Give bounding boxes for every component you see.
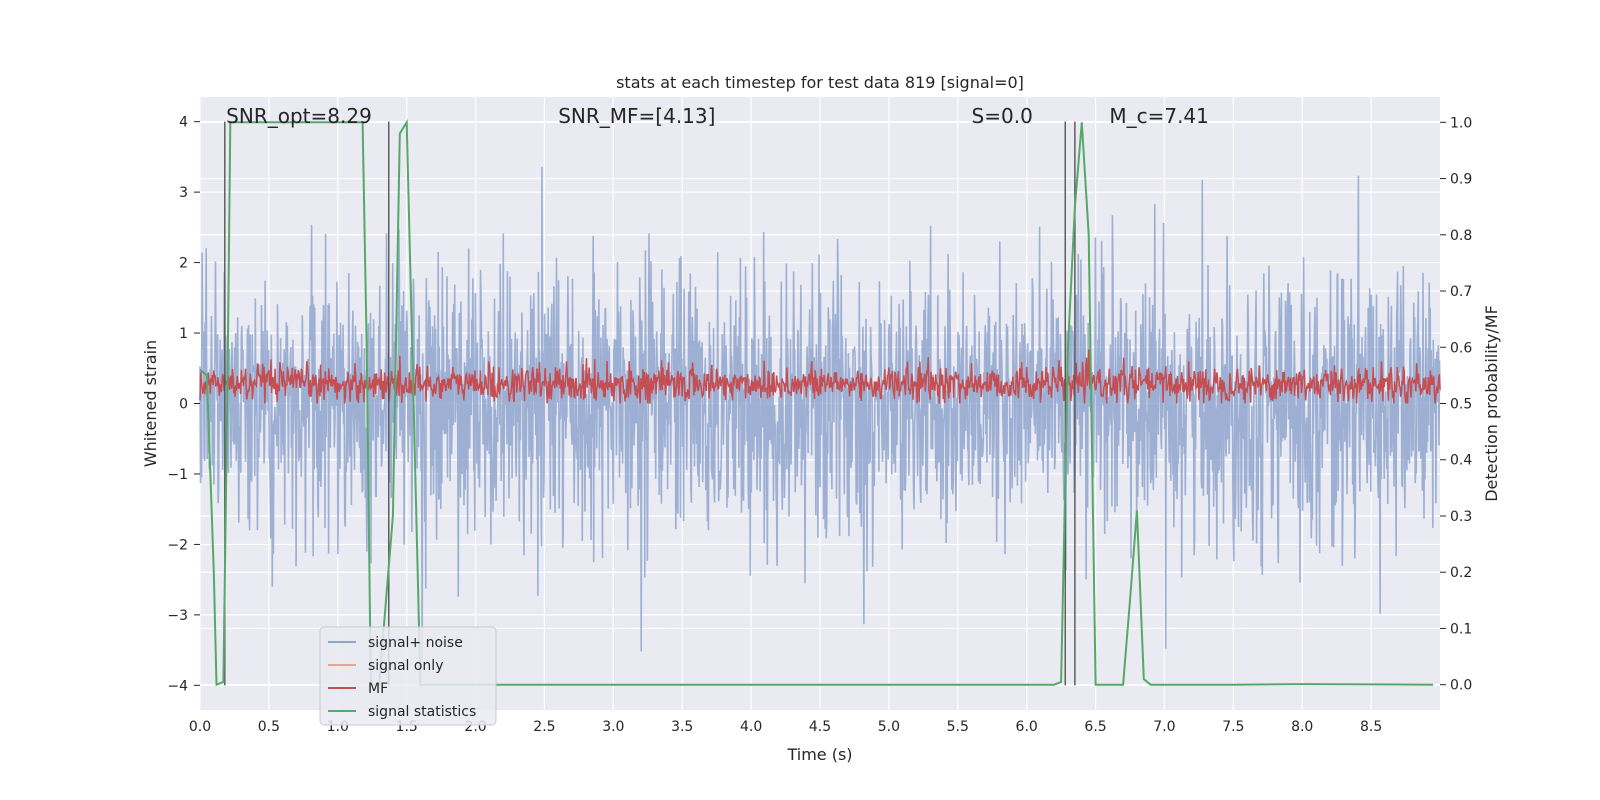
noise-line [199, 166, 1441, 662]
x-axis-label: Time (s) [786, 745, 852, 764]
x-tick-label: 7.0 [1153, 719, 1175, 735]
legend-entry-label: signal statistics [368, 704, 476, 720]
y-right-tick-label: 0.0 [1450, 678, 1472, 694]
y-left-tick-label: −3 [167, 608, 188, 624]
legend: signal+ noise signal only MF signal statist… [319, 626, 497, 726]
legend-entry-label: signal+ noise [368, 635, 463, 651]
x-tick-label: 8.5 [1360, 719, 1382, 735]
y-right-tick-label: 1.0 [1450, 115, 1472, 131]
y-left-tick-label: −1 [167, 467, 188, 483]
series-mf [199, 349, 1441, 404]
x-tick-label: 5.5 [947, 719, 969, 735]
x-tick-label: 8.0 [1291, 719, 1313, 735]
legend-entry-label: MF [368, 681, 388, 697]
y-left-tick-label: 2 [179, 256, 188, 272]
y-right-tick-label: 0.2 [1450, 565, 1472, 581]
y-right-tick-label: 0.9 [1450, 172, 1472, 188]
annotations: SNR_opt=8.29 SNR_MF=[4.13] S=0.0 M_c=7.41 [226, 104, 1209, 128]
y-left-axis-label: Whitened strain [141, 340, 160, 467]
y-right-tick-label: 0.7 [1450, 284, 1472, 300]
annotation-snr-opt: SNR_opt=8.29 [226, 104, 372, 128]
x-tick-label: 4.0 [740, 719, 762, 735]
mf-line [199, 349, 1441, 404]
y-left-tick-label: −4 [167, 678, 188, 694]
x-tick-labels: 0.0 0.5 1.0 1.5 2.0 2.5 3.0 3.5 4.0 4.5 5.0 5.5 6.0 6… [189, 719, 1382, 735]
legend-box [319, 626, 497, 726]
x-tick-label: 4.5 [809, 719, 831, 735]
x-tick-label: 6.5 [1084, 719, 1106, 735]
y-left-tick-label: 0 [179, 397, 188, 413]
y-left-tick-label: 3 [179, 185, 188, 201]
x-tick-label: 6.0 [1016, 719, 1038, 735]
x-tick-label: 0.0 [189, 719, 211, 735]
chart-title: stats at each timestep for test data 819… [616, 73, 1024, 92]
x-tick-label: 5.0 [878, 719, 900, 735]
y-right-tick-label: 0.6 [1450, 340, 1472, 356]
y-right-tick-labels: 1.0 0.9 0.8 0.7 0.6 0.5 0.4 0.3 0.2 0.1 0.0 [1440, 115, 1472, 694]
y-left-tick-label: 4 [179, 115, 188, 131]
x-tick-label: 7.5 [1222, 719, 1244, 735]
y-left-tick-labels: 4 3 2 1 0 −1 −2 −3 −4 [167, 115, 200, 694]
series-signal-noise [199, 166, 1441, 662]
y-right-tick-label: 0.5 [1450, 397, 1472, 413]
y-left-tick-label: 1 [179, 326, 188, 342]
annotation-snr-mf: SNR_MF=[4.13] [558, 104, 715, 128]
y-right-tick-label: 0.4 [1450, 453, 1472, 469]
annotation-s-value: S=0.0 [972, 104, 1033, 128]
y-right-tick-label: 0.1 [1450, 621, 1472, 637]
y-right-tick-label: 0.8 [1450, 228, 1472, 244]
x-tick-label: 0.5 [258, 719, 280, 735]
x-tick-label: 3.0 [602, 719, 624, 735]
annotation-mc-value: M_c=7.41 [1109, 104, 1209, 128]
y-left-tick-label: −2 [167, 537, 188, 553]
y-right-tick-label: 0.3 [1450, 509, 1472, 525]
legend-entry-label: signal only [368, 658, 443, 674]
x-tick-label: 3.5 [671, 719, 693, 735]
y-right-axis-label: Detection probability/MF [1482, 305, 1501, 502]
x-tick-label: 2.5 [533, 719, 555, 735]
